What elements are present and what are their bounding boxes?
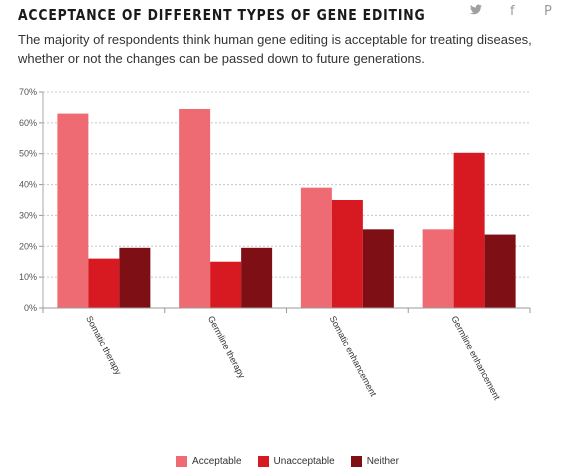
bar-acceptable-2[interactable] — [179, 108, 211, 308]
x-tick-label: Germline therapy — [206, 314, 247, 380]
bar-unacceptable-1[interactable] — [88, 258, 120, 308]
chart-legend: Acceptable Unacceptable Neither — [0, 456, 575, 467]
legend-item-acceptable: Acceptable — [176, 456, 242, 467]
legend-swatch-unacceptable — [257, 456, 269, 467]
legend-label-unacceptable: Unacceptable — [273, 456, 335, 467]
y-tick-label: 50% — [19, 149, 37, 159]
x-tick-label: Somatic enhancement — [328, 314, 379, 398]
legend-item-unacceptable: Unacceptable — [257, 456, 335, 467]
chart-subtitle: The majority of respondents think human … — [18, 32, 532, 66]
x-tick-label: Somatic therapy — [84, 314, 124, 377]
legend-label-acceptable: Acceptable — [192, 456, 242, 467]
pinterest-icon[interactable]: P — [544, 4, 552, 19]
facebook-icon[interactable]: f — [510, 4, 515, 19]
legend-swatch-neither — [350, 456, 362, 467]
y-tick-label: 0% — [24, 303, 37, 313]
x-tick-label: Germline enhancement — [449, 314, 502, 402]
bar-acceptable-1[interactable] — [57, 113, 89, 308]
bar-neither-3[interactable] — [362, 229, 394, 308]
bar-acceptable-3[interactable] — [300, 187, 332, 308]
y-tick-label: 40% — [19, 180, 37, 190]
bar-neither-4[interactable] — [484, 234, 516, 308]
bar-neither-2[interactable] — [241, 247, 273, 308]
bar-chart: 0% 10% 20% 30% 40% 50% 60% 70% Somatic therapy Ge… — [19, 87, 531, 402]
y-tick-label: 10% — [19, 272, 37, 282]
chart-title: ACCEPTANCE OF DIFFERENT TYPES OF GENE ED… — [18, 6, 426, 24]
bar-unacceptable-4[interactable] — [453, 152, 485, 308]
bar-acceptable-4[interactable] — [422, 229, 454, 308]
legend-label-neither: Neither — [366, 456, 399, 467]
twitter-icon[interactable] — [470, 4, 482, 19]
bar-neither-1[interactable] — [119, 247, 151, 308]
legend-swatch-acceptable — [176, 456, 188, 467]
y-tick-label: 30% — [19, 210, 37, 220]
y-tick-label: 70% — [19, 87, 37, 97]
legend-item-neither: Neither — [350, 456, 399, 467]
bar-unacceptable-2[interactable] — [210, 261, 242, 308]
y-tick-label: 20% — [19, 241, 37, 251]
bar-unacceptable-3[interactable] — [331, 200, 363, 308]
y-tick-label: 60% — [19, 118, 37, 128]
